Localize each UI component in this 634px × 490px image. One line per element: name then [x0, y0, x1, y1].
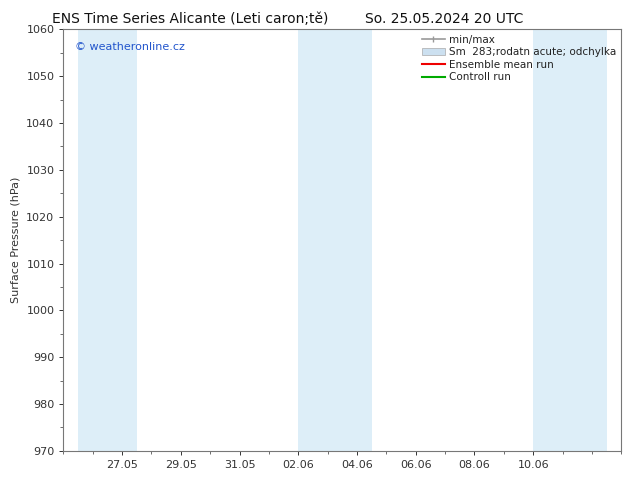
Text: So. 25.05.2024 20 UTC: So. 25.05.2024 20 UTC	[365, 12, 523, 26]
Text: © weatheronline.cz: © weatheronline.cz	[75, 42, 184, 52]
Legend: min/max, Sm  283;rodatn acute; odchylka, Ensemble mean run, Controll run: min/max, Sm 283;rodatn acute; odchylka, …	[420, 32, 618, 84]
Text: ENS Time Series Alicante (Leti caron;tě): ENS Time Series Alicante (Leti caron;tě)	[52, 12, 328, 26]
Bar	[533, 29, 607, 451]
Bar	[299, 29, 372, 451]
Y-axis label: Surface Pressure (hPa): Surface Pressure (hPa)	[11, 177, 21, 303]
Bar	[78, 29, 137, 451]
